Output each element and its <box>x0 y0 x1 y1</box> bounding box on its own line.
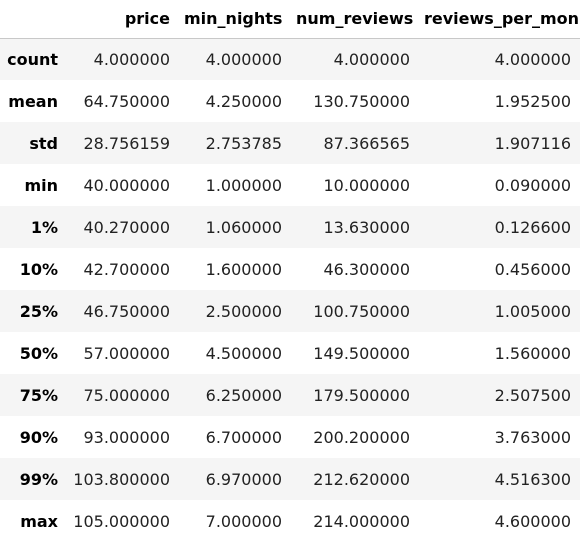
cell-price: 40.000000 <box>83 175 170 195</box>
cell-price: 46.750000 <box>83 301 170 321</box>
row-label: min <box>24 175 58 195</box>
cell-reviews-per-mon: 0.456000 <box>494 259 571 279</box>
cell-num-reviews: 130.750000 <box>313 91 410 111</box>
cell-min-nights: 2.753785 <box>205 133 282 153</box>
cell-price: 28.756159 <box>83 133 170 153</box>
cell-reviews-per-mon: 1.952500 <box>494 91 571 111</box>
cell-reviews-per-mon: 4.516300 <box>494 469 571 489</box>
index-header <box>0 0 67 39</box>
cell-reviews-per-mon: 1.560000 <box>494 343 571 363</box>
cell-reviews-per-mon: 2.507500 <box>494 385 571 405</box>
table-row: min 40.000000 1.000000 10.000000 0.090000 <box>0 164 580 206</box>
cell-price: 40.270000 <box>83 217 170 237</box>
cell-num-reviews: 200.200000 <box>313 427 410 447</box>
cell-reviews-per-mon: 3.763000 <box>494 427 571 447</box>
cell-num-reviews: 4.000000 <box>333 49 410 69</box>
table-row: max 105.000000 7.000000 214.000000 4.600000 <box>0 500 580 542</box>
cell-min-nights: 1.060000 <box>205 217 282 237</box>
row-label: 50% <box>19 343 58 363</box>
column-header-min-nights: min_nights <box>179 0 291 39</box>
cell-num-reviews: 46.300000 <box>323 259 410 279</box>
cell-min-nights: 6.700000 <box>205 427 282 447</box>
cell-min-nights: 6.250000 <box>205 385 282 405</box>
cell-reviews-per-mon: 1.005000 <box>494 301 571 321</box>
cell-num-reviews: 87.366565 <box>323 133 410 153</box>
row-label: 1% <box>30 217 58 237</box>
cell-price: 57.000000 <box>83 343 170 363</box>
cell-num-reviews: 13.630000 <box>323 217 410 237</box>
cell-min-nights: 4.250000 <box>205 91 282 111</box>
table-row: 1% 40.270000 1.060000 13.630000 0.126600 <box>0 206 580 248</box>
cell-price: 4.000000 <box>93 49 170 69</box>
table-row: 50% 57.000000 4.500000 149.500000 1.560000 <box>0 332 580 374</box>
cell-num-reviews: 149.500000 <box>313 343 410 363</box>
cell-price: 103.800000 <box>73 469 170 489</box>
row-label: 75% <box>19 385 58 405</box>
cell-price: 105.000000 <box>73 511 170 531</box>
row-label: 25% <box>19 301 58 321</box>
table-header: price min_nights num_reviews reviews_per… <box>0 0 580 39</box>
table-row: std 28.756159 2.753785 87.366565 1.907116 <box>0 122 580 164</box>
table-row: 75% 75.000000 6.250000 179.500000 2.507500 <box>0 374 580 416</box>
table-body: count 4.000000 4.000000 4.000000 4.000000 mea… <box>0 38 580 542</box>
row-label: max <box>20 511 58 531</box>
cell-price: 75.000000 <box>83 385 170 405</box>
table-row: 99% 103.800000 6.970000 212.620000 4.516300 <box>0 458 580 500</box>
cell-price: 42.700000 <box>83 259 170 279</box>
row-label: mean <box>8 91 58 111</box>
column-header-num-reviews: num_reviews <box>291 0 419 39</box>
column-header-price: price <box>67 0 179 39</box>
cell-min-nights: 7.000000 <box>205 511 282 531</box>
column-header-reviews-per-mon: reviews_per_mon <box>419 0 580 39</box>
cell-num-reviews: 100.750000 <box>313 301 410 321</box>
cell-reviews-per-mon: 1.907116 <box>494 133 571 153</box>
cell-num-reviews: 214.000000 <box>313 511 410 531</box>
cell-min-nights: 4.000000 <box>205 49 282 69</box>
cell-reviews-per-mon: 0.126600 <box>494 217 571 237</box>
row-label: 90% <box>19 427 58 447</box>
cell-reviews-per-mon: 0.090000 <box>494 175 571 195</box>
row-label: 10% <box>19 259 58 279</box>
cell-min-nights: 1.600000 <box>205 259 282 279</box>
row-label: std <box>29 133 58 153</box>
cell-num-reviews: 179.500000 <box>313 385 410 405</box>
table-row: mean 64.750000 4.250000 130.750000 1.952500 <box>0 80 580 122</box>
cell-min-nights: 1.000000 <box>205 175 282 195</box>
row-label: count <box>7 49 58 69</box>
table-row: count 4.000000 4.000000 4.000000 4.000000 <box>0 38 580 80</box>
table-row: 25% 46.750000 2.500000 100.750000 1.005000 <box>0 290 580 332</box>
table-row: 90% 93.000000 6.700000 200.200000 3.763000 <box>0 416 580 458</box>
table-row: 10% 42.700000 1.600000 46.300000 0.456000 <box>0 248 580 290</box>
cell-num-reviews: 212.620000 <box>313 469 410 489</box>
cell-min-nights: 6.970000 <box>205 469 282 489</box>
cell-min-nights: 4.500000 <box>205 343 282 363</box>
cell-num-reviews: 10.000000 <box>323 175 410 195</box>
header-row: price min_nights num_reviews reviews_per… <box>0 0 580 39</box>
cell-price: 93.000000 <box>83 427 170 447</box>
cell-price: 64.750000 <box>83 91 170 111</box>
cell-min-nights: 2.500000 <box>205 301 282 321</box>
cell-reviews-per-mon: 4.600000 <box>494 511 571 531</box>
row-label: 99% <box>19 469 58 489</box>
cell-reviews-per-mon: 4.000000 <box>494 49 571 69</box>
